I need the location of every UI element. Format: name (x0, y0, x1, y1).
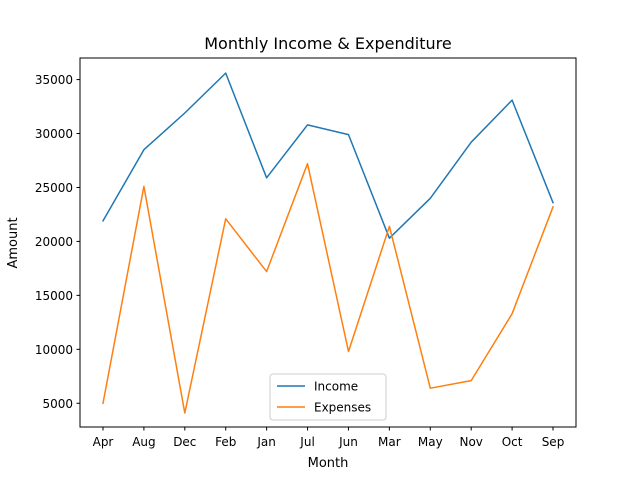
y-tick-label: 5000 (42, 397, 73, 411)
x-tick-label: Jul (299, 435, 314, 449)
chart-title: Monthly Income & Expenditure (204, 34, 451, 53)
y-tick-label: 30000 (35, 127, 73, 141)
y-axis-ticks: 5000 10000 15000 20000 25000 30000 35000 (35, 73, 80, 411)
x-tick-label: Feb (215, 435, 236, 449)
x-tick-label: Oct (502, 435, 523, 449)
x-tick-label: Apr (93, 435, 114, 449)
y-tick-label: 10000 (35, 343, 73, 357)
y-tick-label: 20000 (35, 235, 73, 249)
x-tick-label: Mar (378, 435, 401, 449)
series-line-expenses (102, 162, 554, 414)
x-tick-label: Dec (173, 435, 196, 449)
x-tick-label: May (418, 435, 443, 449)
y-axis-label: Amount (6, 217, 21, 268)
axes (79, 57, 577, 428)
x-axis-label: Month (308, 456, 349, 471)
y-tick-label: 35000 (35, 73, 73, 87)
plot-frame (79, 57, 577, 428)
legend: Income Expenses (269, 373, 387, 421)
legend-label-expenses: Expenses (314, 401, 371, 415)
series-line-income (101, 72, 554, 239)
y-tick-label: 15000 (35, 289, 73, 303)
x-tick-label: Jan (256, 435, 276, 449)
x-axis-ticks: Apr Aug Dec Feb Jan Jul Jun Mar May Nov Oct Sep (93, 427, 565, 449)
series-lines (101, 72, 554, 414)
x-tick-label: Nov (459, 435, 482, 449)
legend-label-income: Income (314, 380, 358, 394)
y-tick-label: 25000 (35, 181, 73, 195)
x-tick-label: Jun (338, 435, 358, 449)
x-tick-label: Sep (542, 435, 565, 449)
x-tick-label: Aug (132, 435, 155, 449)
